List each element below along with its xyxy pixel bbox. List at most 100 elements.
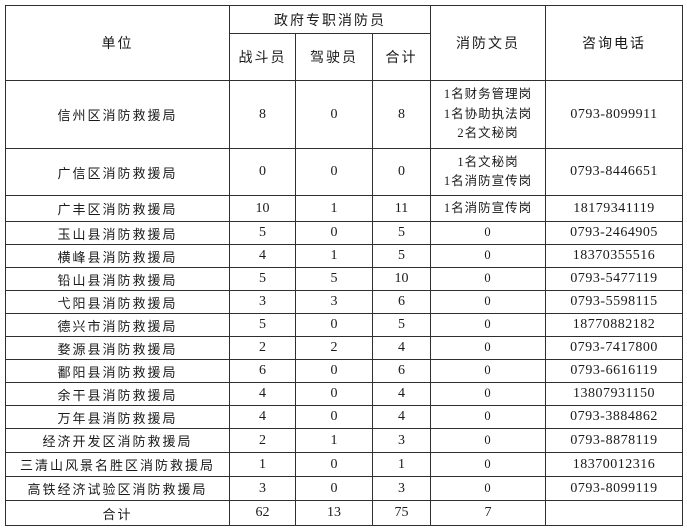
combatant-cell: 8 [229,80,296,149]
clerk-cell: 1名财务管理岗 1名协助执法岗 2名文秘岗 [430,80,546,149]
header-unit: 单位 [5,5,230,81]
clerk-cell: 0 [430,244,546,268]
header-driver: 驾驶员 [295,33,373,81]
driver-cell: 3 [295,290,373,314]
table-row: 鄱阳县消防救援局 6 0 6 0 0793-6616119 [5,359,683,383]
combatant-cell: 3 [229,476,296,501]
clerk-cell: 0 [430,290,546,314]
unit-cell: 高铁经济试验区消防救援局 [5,476,230,501]
unit-cell: 广信区消防救援局 [5,148,230,196]
phone-cell: 18370355516 [545,244,683,268]
total-cell: 6 [372,359,431,383]
total-cell: 4 [372,382,431,406]
phone-cell: 0793-6616119 [545,359,683,383]
unit-cell: 广丰区消防救援局 [5,195,230,222]
phone-cell: 0793-2464905 [545,221,683,245]
total-cell: 4 [372,405,431,429]
phone-cell: 0793-7417800 [545,336,683,360]
phone-cell: 18179341119 [545,195,683,222]
clerk-cell: 0 [430,428,546,453]
clerk-cell: 0 [430,336,546,360]
total-cell: 0 [372,148,431,196]
total-cell: 8 [372,80,431,149]
firefighter-staffing-table: 单位 政府专职消防员 消防文员 咨询电话 战斗员 驾驶员 合计 信州区消防救援局… [5,5,683,526]
driver-cell: 0 [295,476,373,501]
clerk-cell: 1名消防宣传岗 [430,195,546,222]
table-row: 高铁经济试验区消防救援局 3 0 3 0 0793-8099119 [5,476,683,501]
unit-cell: 铅山县消防救援局 [5,267,230,291]
total-cell: 3 [372,428,431,453]
total-cell: 5 [372,313,431,337]
header-subtotal: 合计 [372,33,431,81]
combatant-cell: 3 [229,290,296,314]
table-row: 横峰县消防救援局 4 1 5 0 18370355516 [5,244,683,268]
combatant-cell: 2 [229,428,296,453]
combatant-cell: 10 [229,195,296,222]
phone-cell: 18770882182 [545,313,683,337]
combatant-cell: 5 [229,267,296,291]
header-combatant: 战斗员 [229,33,296,81]
phone-cell: 13807931150 [545,382,683,406]
driver-cell: 2 [295,336,373,360]
table-row: 玉山县消防救援局 5 0 5 0 0793-2464905 [5,221,683,245]
table-row: 余干县消防救援局 4 0 4 0 13807931150 [5,382,683,406]
driver-cell: 0 [295,313,373,337]
clerk-cell: 1名文秘岗 1名消防宣传岗 [430,148,546,196]
unit-cell: 玉山县消防救援局 [5,221,230,245]
table-row: 铅山县消防救援局 5 5 10 0 0793-5477119 [5,267,683,291]
combatant-cell: 4 [229,244,296,268]
unit-cell: 经济开发区消防救援局 [5,428,230,453]
combatant-cell: 4 [229,382,296,406]
total-cell: 11 [372,195,431,222]
unit-cell: 万年县消防救援局 [5,405,230,429]
unit-cell: 鄱阳县消防救援局 [5,359,230,383]
combatant-cell: 2 [229,336,296,360]
combatant-cell: 6 [229,359,296,383]
unit-cell: 婺源县消防救援局 [5,336,230,360]
phone-cell: 0793-8099911 [545,80,683,149]
total-cell: 10 [372,267,431,291]
total-cell: 4 [372,336,431,360]
total-cell: 5 [372,221,431,245]
phone-cell: 0793-8446651 [545,148,683,196]
phone-cell: 0793-5477119 [545,267,683,291]
totals-clerk: 7 [430,500,546,526]
unit-cell: 三清山风景名胜区消防救援局 [5,452,230,477]
driver-cell: 1 [295,195,373,222]
driver-cell: 0 [295,221,373,245]
combatant-cell: 1 [229,452,296,477]
table-row: 经济开发区消防救援局 2 1 3 0 0793-8878119 [5,428,683,453]
clerk-cell: 0 [430,313,546,337]
totals-label: 合计 [5,500,230,526]
combatant-cell: 0 [229,148,296,196]
header-row-sub: 战斗员 驾驶员 合计 [6,33,683,81]
driver-cell: 0 [295,148,373,196]
combatant-cell: 4 [229,405,296,429]
header-row-group: 单位 政府专职消防员 消防文员 咨询电话 [5,5,683,81]
header-phone: 咨询电话 [545,5,683,81]
clerk-cell: 0 [430,405,546,429]
header-fire-clerk: 消防文员 [430,5,546,81]
table-row: 广信区消防救援局 0 0 0 1名文秘岗 1名消防宣传岗 0793-844665… [5,148,683,196]
table-row: 万年县消防救援局 4 0 4 0 0793-3884862 [5,405,683,429]
table-row: 德兴市消防救援局 5 0 5 0 18770882182 [5,313,683,337]
clerk-cell: 0 [430,221,546,245]
totals-combatant: 62 [229,500,296,526]
driver-cell: 1 [295,428,373,453]
totals-total: 75 [372,500,431,526]
total-cell: 6 [372,290,431,314]
phone-cell: 0793-8878119 [545,428,683,453]
unit-cell: 德兴市消防救援局 [5,313,230,337]
driver-cell: 5 [295,267,373,291]
combatant-cell: 5 [229,221,296,245]
unit-cell: 弋阳县消防救援局 [5,290,230,314]
header-govt-firefighters: 政府专职消防员 [229,5,431,34]
totals-row: 合计 62 13 75 7 [5,500,683,526]
unit-cell: 横峰县消防救援局 [5,244,230,268]
combatant-cell: 5 [229,313,296,337]
phone-cell: 0793-3884862 [545,405,683,429]
clerk-cell: 0 [430,452,546,477]
driver-cell: 0 [295,405,373,429]
table-row: 三清山风景名胜区消防救援局 1 0 1 0 18370012316 [5,452,683,477]
